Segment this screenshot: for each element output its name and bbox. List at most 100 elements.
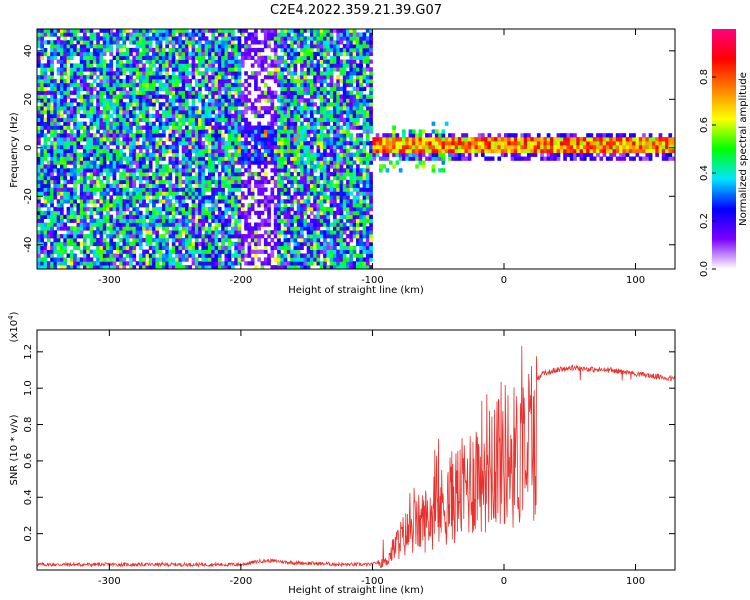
- heat-cell: [316, 183, 321, 188]
- heat-cell: [234, 110, 238, 115]
- heat-cell: [286, 226, 291, 231]
- heat-cell: [237, 249, 242, 254]
- heat-cell: [112, 191, 117, 196]
- heat-cell: [231, 75, 235, 80]
- heat-cell: [224, 47, 229, 53]
- heat-cell: [329, 78, 334, 84]
- heat-cell: [280, 206, 285, 212]
- heat-cell: [132, 249, 137, 254]
- heat-cell: [254, 210, 258, 216]
- heat-cell: [339, 125, 344, 130]
- heat-cell: [83, 226, 87, 231]
- heat-cell: [132, 82, 137, 88]
- heat-cell: [323, 40, 327, 45]
- heat-cell: [148, 137, 153, 142]
- heat-cell: [237, 90, 242, 95]
- heat-cell: [79, 199, 84, 204]
- heat-cell: [66, 230, 71, 235]
- heat-cell: [37, 113, 41, 119]
- heat-cell: [76, 94, 81, 99]
- heat-cell: [303, 29, 308, 33]
- heat-cell: [267, 98, 271, 103]
- heat-cell: [46, 230, 51, 235]
- heat-cell: [171, 148, 176, 154]
- heat-cell: [142, 195, 146, 200]
- heat-cell: [92, 59, 97, 64]
- heat-cell: [112, 110, 117, 115]
- heat-cell: [86, 125, 90, 130]
- heat-cell: [263, 238, 268, 243]
- heat-cell: [175, 210, 179, 216]
- heat-cell: [181, 67, 186, 72]
- heat-cell: [53, 257, 58, 262]
- heat-cell: [227, 175, 232, 181]
- heat-cell: [135, 29, 140, 33]
- heat-cell: [211, 265, 215, 269]
- heat-cell: [263, 110, 268, 115]
- heat-cell: [260, 129, 265, 134]
- heat-cell: [208, 86, 212, 91]
- heat-cell: [237, 63, 242, 68]
- heat-cell: [109, 203, 114, 208]
- heat-cell: [352, 249, 357, 254]
- heat-cell: [211, 175, 215, 181]
- heat-cell: [171, 63, 176, 68]
- heat-cell: [267, 75, 271, 80]
- heat-cell: [263, 44, 268, 49]
- heat-cell: [346, 172, 350, 177]
- heat-cell: [227, 183, 232, 188]
- heat-cell: [290, 59, 294, 64]
- heat-cell: [204, 121, 209, 126]
- heat-cell: [96, 117, 100, 122]
- heat-cell: [155, 179, 160, 185]
- heat-cell: [79, 203, 84, 208]
- heat-cell: [240, 238, 245, 243]
- heat-cell: [73, 125, 77, 130]
- heat-cell: [112, 199, 117, 204]
- heat-cell: [333, 129, 337, 134]
- heat-cell: [237, 98, 242, 103]
- heat-cell: [185, 59, 189, 64]
- heat-cell: [181, 160, 186, 165]
- heat-cell: [240, 44, 245, 49]
- heat-cell: [303, 199, 308, 204]
- heat-cell: [198, 78, 202, 84]
- heat-cell: [46, 187, 51, 192]
- heat-cell: [53, 86, 58, 91]
- heat-cell: [313, 249, 317, 254]
- heat-cell: [92, 148, 97, 154]
- heat-cell: [313, 187, 317, 192]
- heat-cell: [217, 249, 222, 254]
- heat-cell: [142, 187, 146, 192]
- heat-cell: [346, 40, 350, 45]
- heat-cell: [286, 32, 291, 37]
- heat-cell: [217, 29, 222, 33]
- heat-cell: [148, 55, 153, 60]
- heat-cell: [99, 67, 104, 72]
- heat-cell: [135, 47, 140, 53]
- heat-cell: [145, 29, 150, 33]
- heat-cell: [244, 36, 248, 41]
- heat-cell: [329, 241, 334, 247]
- heat-cell: [96, 47, 100, 53]
- heat-cell: [211, 47, 215, 53]
- heat-cell: [208, 226, 212, 231]
- heat-cell: [66, 199, 71, 204]
- heat-cell: [290, 148, 294, 154]
- heat-cell: [211, 238, 215, 243]
- heat-cell: [227, 222, 232, 227]
- heat-cell: [234, 226, 238, 231]
- heat-cell: [310, 172, 314, 177]
- heat-cell: [234, 241, 238, 247]
- heat-cell: [336, 249, 340, 254]
- heat-cell: [234, 78, 238, 84]
- heat-cell: [234, 98, 238, 103]
- heat-cell: [191, 59, 196, 64]
- heat-cell: [303, 55, 308, 60]
- heat-cell: [106, 210, 110, 216]
- heat-cell: [86, 44, 90, 49]
- heat-cell: [43, 222, 48, 227]
- heat-cell: [277, 183, 281, 188]
- heat-cell: [73, 75, 77, 80]
- heat-cell: [244, 222, 248, 227]
